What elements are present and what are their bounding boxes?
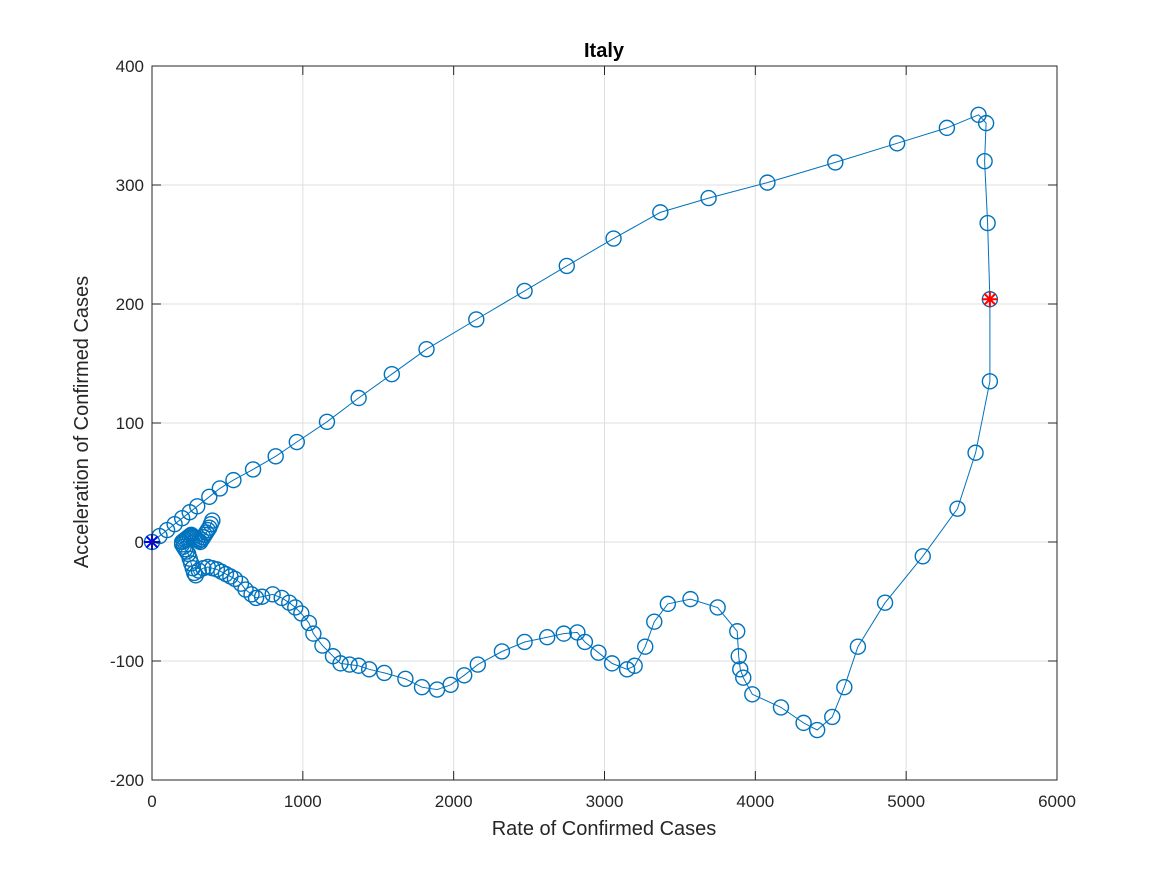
data-point xyxy=(237,581,254,598)
data-point xyxy=(646,613,663,630)
data-point xyxy=(324,648,342,665)
axis-ticks: 0 1000 2000 3000 4000 5000 6000 -200 -100 0 100 200… xyxy=(110,57,1076,811)
data-point xyxy=(538,629,556,646)
data-point xyxy=(808,721,826,739)
data-point xyxy=(201,488,218,505)
asterisk-icon xyxy=(981,291,998,308)
data-point xyxy=(605,230,622,247)
data-point xyxy=(189,498,206,515)
y-tick-label: 400 xyxy=(116,57,144,76)
data-point xyxy=(187,530,204,547)
data-point xyxy=(914,548,931,565)
data-point xyxy=(361,661,378,678)
data-point xyxy=(383,366,401,383)
data-point xyxy=(468,311,485,328)
data-point xyxy=(732,661,749,678)
data-point xyxy=(267,448,284,465)
data-point xyxy=(682,590,699,608)
data-point xyxy=(247,589,265,607)
data-point xyxy=(555,625,572,642)
data-point xyxy=(397,670,414,688)
data-point xyxy=(244,461,262,478)
data-point xyxy=(590,644,607,661)
x-tick-label: 1000 xyxy=(284,792,322,811)
x-tick-label: 0 xyxy=(147,792,156,811)
data-point xyxy=(700,189,717,207)
data-point xyxy=(626,657,643,674)
data-point xyxy=(772,699,790,716)
data-point xyxy=(288,433,305,451)
data-point xyxy=(413,678,431,696)
data-point xyxy=(938,119,956,137)
data-point xyxy=(709,599,726,616)
data-point xyxy=(876,594,894,611)
y-tick-label: 100 xyxy=(116,414,144,433)
data-point xyxy=(569,624,586,641)
data-point xyxy=(350,657,367,674)
data-point xyxy=(735,669,752,686)
x-tick-label: 4000 xyxy=(736,792,774,811)
y-tick-label: -100 xyxy=(110,652,144,671)
data-point xyxy=(637,638,654,655)
data-point xyxy=(558,257,575,275)
data-point xyxy=(204,512,221,529)
data-point xyxy=(264,586,281,603)
data-point xyxy=(243,586,260,603)
data-point xyxy=(795,714,812,732)
data-point xyxy=(516,633,533,651)
data-point xyxy=(836,678,853,696)
series-layer xyxy=(143,106,999,739)
data-point xyxy=(729,623,746,640)
data-point xyxy=(493,643,511,660)
data-point xyxy=(318,413,336,431)
data-point xyxy=(350,389,367,407)
data-point xyxy=(888,135,906,152)
data-point xyxy=(305,625,322,642)
data-point xyxy=(314,637,331,654)
data-point xyxy=(273,589,290,607)
data-point xyxy=(287,599,304,616)
data-point xyxy=(516,282,533,300)
x-axis-label: Rate of Confirmed Cases xyxy=(492,818,717,840)
data-point xyxy=(618,661,636,678)
x-tick-label: 2000 xyxy=(435,792,473,811)
data-point xyxy=(967,444,984,461)
data-point xyxy=(652,204,669,221)
data-point xyxy=(187,567,204,584)
data-point xyxy=(976,152,993,170)
data-point xyxy=(456,667,473,684)
data-point xyxy=(849,638,867,655)
data-point xyxy=(744,686,761,703)
y-tick-label: 300 xyxy=(116,176,144,195)
current-marker xyxy=(981,291,998,308)
y-tick-label: -200 xyxy=(110,771,144,790)
x-tick-label: 3000 xyxy=(586,792,624,811)
data-point xyxy=(293,605,310,622)
data-point xyxy=(827,154,844,171)
y-tick-label: 0 xyxy=(135,533,144,552)
data-point xyxy=(469,656,486,673)
data-point xyxy=(981,373,999,390)
data-point xyxy=(979,214,996,232)
data-point xyxy=(376,664,393,682)
data-point xyxy=(253,588,271,605)
y-tick-label: 200 xyxy=(116,295,144,314)
chart-title: Italy xyxy=(584,40,625,62)
x-tick-label: 5000 xyxy=(887,792,925,811)
data-point xyxy=(186,529,203,546)
data-point xyxy=(659,595,677,613)
data-point xyxy=(603,655,621,672)
data-point xyxy=(759,174,776,191)
data-point xyxy=(341,656,358,673)
data-point xyxy=(225,471,242,489)
data-point xyxy=(418,341,435,358)
y-axis-label: Acceleration of Confirmed Cases xyxy=(71,276,93,568)
data-point xyxy=(949,500,966,517)
data-point xyxy=(730,648,747,665)
data-point xyxy=(977,114,995,132)
data-point xyxy=(211,480,229,497)
data-point xyxy=(824,708,841,726)
x-tick-label: 6000 xyxy=(1038,792,1076,811)
